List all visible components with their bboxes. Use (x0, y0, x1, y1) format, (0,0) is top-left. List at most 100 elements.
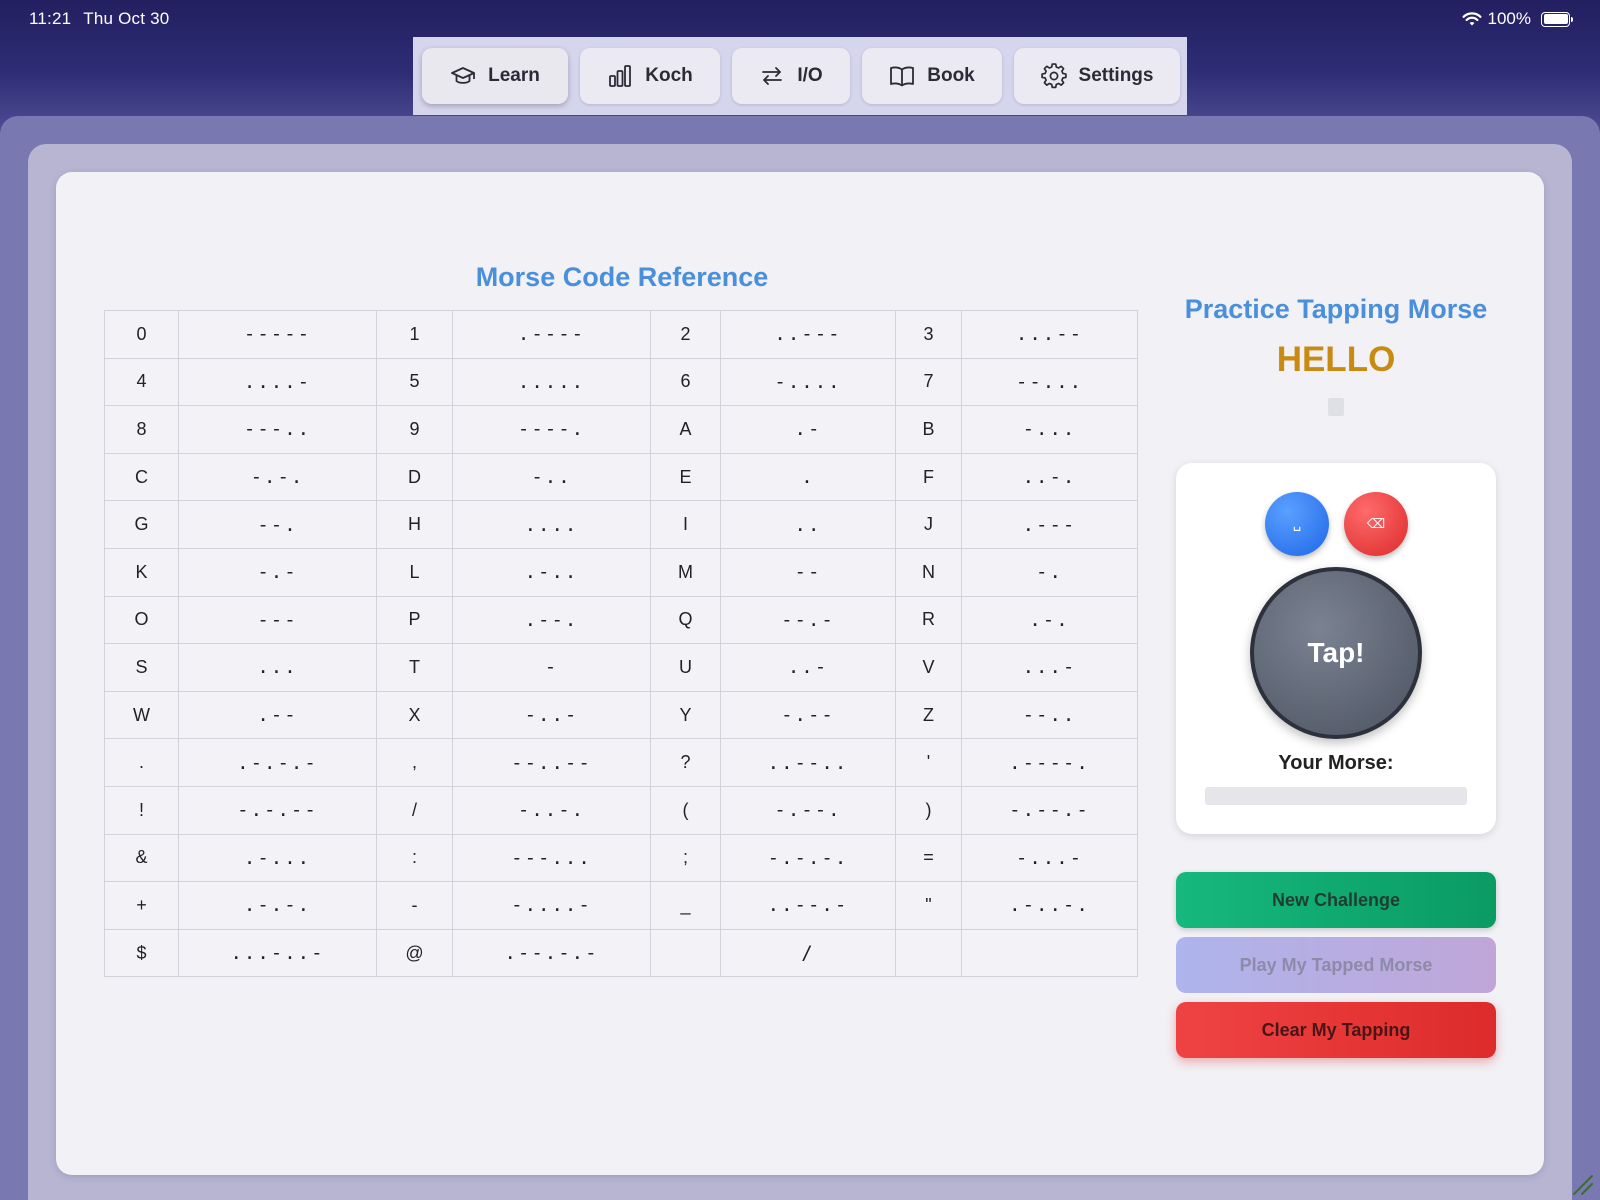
tap-button[interactable]: Tap! (1250, 567, 1422, 739)
backspace-icon: ⌫ (1366, 516, 1386, 531)
morse-character: N (895, 547, 962, 597)
feedback-indicator (1328, 398, 1344, 416)
tap-button-label: Tap! (1307, 637, 1365, 668)
morse-code: ----. (452, 405, 651, 454)
morse-character: R (895, 595, 962, 645)
morse-code: ...-..- (178, 928, 377, 978)
morse-code: --. (178, 500, 377, 549)
morse-character: E (650, 452, 721, 502)
morse-code: ----- (178, 310, 377, 359)
morse-character: 2 (650, 310, 721, 359)
morse-code: .--. (452, 595, 651, 645)
battery-icon (1541, 11, 1573, 27)
morse-code: -.-- (720, 690, 896, 740)
tab-settings-label: Settings (1078, 65, 1154, 86)
tab-settings[interactable]: Settings (1014, 48, 1180, 104)
morse-character: = (895, 833, 962, 883)
morse-character: / (376, 785, 453, 835)
morse-character: 3 (895, 310, 962, 359)
morse-code: ..--.. (720, 738, 896, 787)
morse-character: ; (650, 833, 721, 883)
morse-character: M (650, 547, 721, 597)
morse-code: -.. (452, 452, 651, 502)
tab-koch-label: Koch (645, 65, 693, 86)
morse-character: & (104, 833, 179, 883)
table-row: C -.-. D -.. E. F ..-. (104, 452, 1138, 502)
morse-code: .-.-.- (178, 738, 377, 787)
morse-character: , (376, 738, 453, 787)
your-morse-output (1205, 787, 1467, 805)
new-challenge-button[interactable]: New Challenge (1176, 872, 1496, 928)
morse-character: " (895, 881, 962, 930)
space-button[interactable]: ␣ (1265, 492, 1329, 556)
morse-character: @ (376, 928, 453, 978)
tab-learn[interactable]: Learn (422, 48, 568, 104)
morse-character: . (104, 738, 179, 787)
morse-code: -.- (178, 547, 377, 597)
morse-code: . (720, 452, 896, 502)
table-row: O --- P .--. Q --.- R .-. (104, 595, 1138, 645)
morse-code: --.- (720, 595, 896, 645)
morse-code: -. (961, 547, 1138, 597)
morse-code: .-... (178, 833, 377, 883)
morse-code: -... (961, 405, 1138, 454)
morse-code (961, 928, 1138, 978)
morse-code: ...- (961, 643, 1138, 692)
morse-character: Y (650, 690, 721, 740)
morse-character: B (895, 405, 962, 454)
morse-character: W (104, 690, 179, 740)
morse-code: ..--- (720, 310, 896, 359)
morse-character: _ (650, 881, 721, 930)
morse-character: C (104, 452, 179, 502)
challenge-word: HELLO (1276, 340, 1396, 379)
morse-code: - (452, 643, 651, 692)
table-row: 0 ----- 1 .---- 2 ..--- 3 ...-- (104, 310, 1138, 359)
resize-handle-icon[interactable] (1566, 1168, 1594, 1196)
morse-code: -..-. (452, 785, 651, 835)
tab-io[interactable]: I/O (732, 48, 850, 104)
table-row: W .-- X -..- Y -.-- Z --.. (104, 690, 1138, 740)
morse-code: .... (452, 500, 651, 549)
morse-character: Z (895, 690, 962, 740)
morse-character: ! (104, 785, 179, 835)
swap-arrows-icon (762, 67, 783, 85)
morse-character: 1 (376, 310, 453, 359)
morse-character: - (376, 881, 453, 930)
tab-koch[interactable]: Koch (580, 48, 720, 104)
morse-code: -....- (452, 881, 651, 930)
morse-character: 5 (376, 357, 453, 407)
morse-code: .----. (961, 738, 1138, 787)
delete-button[interactable]: ⌫ (1344, 492, 1408, 556)
table-row: ! -.-.-- / -..-.(-.--.) -.--.- (104, 785, 1138, 835)
morse-code: -.--.- (961, 785, 1138, 835)
morse-code: .-. (961, 595, 1138, 645)
gear-icon (1040, 63, 1067, 89)
your-morse-label: Your Morse: (1278, 752, 1394, 774)
morse-code: ..--.- (720, 881, 896, 930)
morse-character: G (104, 500, 179, 549)
morse-code: .-- (178, 690, 377, 740)
morse-character (895, 928, 962, 978)
morse-code: ..- (720, 643, 896, 692)
table-row: G --. H.... I.. J .--- (104, 500, 1138, 549)
morse-character: T (376, 643, 453, 692)
morse-character: O (104, 595, 179, 645)
tab-book[interactable]: Book (862, 48, 1002, 104)
space-icon: ␣ (1292, 516, 1302, 531)
tab-bar: Learn Koch I/O Book Settings (413, 37, 1187, 115)
morse-code: ...-- (961, 310, 1138, 359)
play-tapped-morse-button[interactable]: Play My Tapped Morse (1176, 937, 1496, 993)
morse-character: V (895, 643, 962, 692)
morse-code: / (720, 928, 896, 978)
morse-code: -- (720, 547, 896, 597)
morse-code: ... (178, 643, 377, 692)
morse-character: X (376, 690, 453, 740)
status-bar: 11:21 Thu Oct 30 100% (0, 0, 1600, 36)
morse-code: --..-- (452, 738, 651, 787)
tab-learn-label: Learn (488, 65, 540, 86)
morse-character: + (104, 881, 179, 930)
book-icon (890, 66, 915, 87)
clear-tapping-button[interactable]: Clear My Tapping (1176, 1002, 1496, 1058)
morse-code: .-.. (452, 547, 651, 597)
morse-reference-table: 0 ----- 1 .---- 2 ..--- 3 ...-- 4 ....- 5..... 6 -..… (104, 310, 1138, 978)
